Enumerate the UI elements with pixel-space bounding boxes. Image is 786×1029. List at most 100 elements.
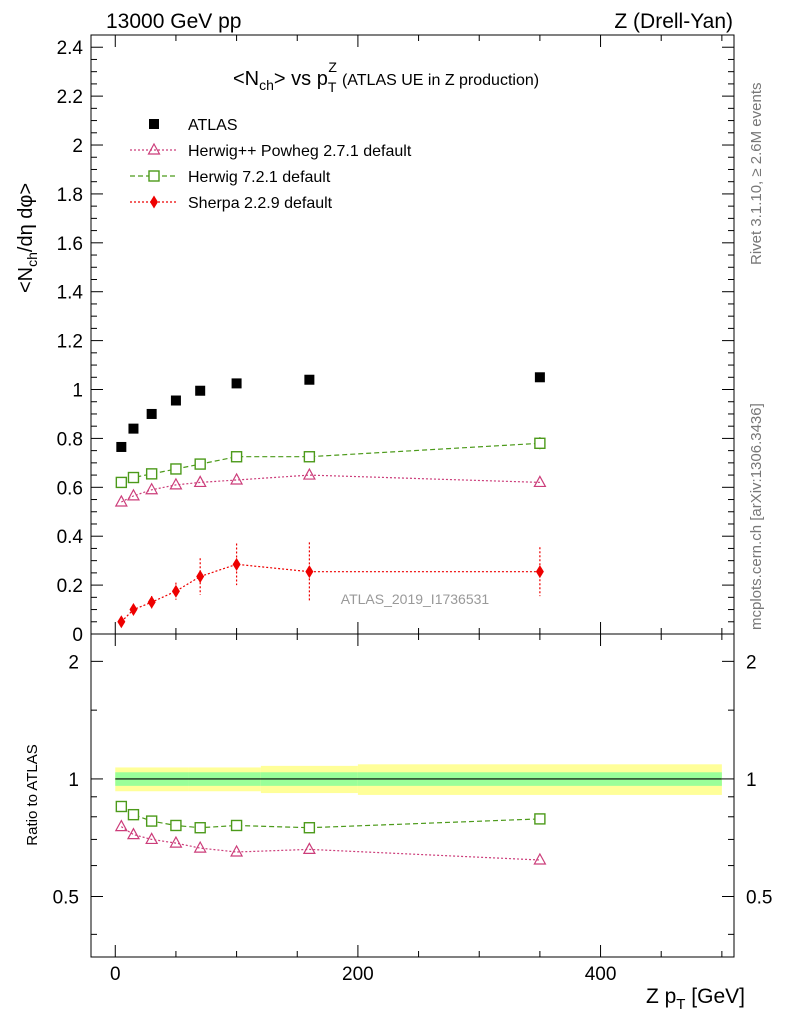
watermark: ATLAS_2019_I1736531 bbox=[341, 591, 490, 607]
series-0-point bbox=[170, 395, 181, 406]
ratio-ylabel: Ratio to ATLAS bbox=[24, 744, 41, 845]
series-1-point bbox=[534, 813, 546, 825]
legend-label: Sherpa 2.2.9 default bbox=[188, 195, 333, 212]
legend-label: Herwig++ Powheg 2.7.1 default bbox=[188, 143, 412, 160]
title-part-3: (ATLAS UE in Z production) bbox=[342, 72, 539, 89]
y-tick-label: 0.4 bbox=[57, 527, 84, 548]
series-2-point bbox=[115, 476, 128, 489]
series-0-point bbox=[302, 842, 316, 855]
ratio-y-tick-label-right: 2 bbox=[746, 652, 757, 673]
series-2-point bbox=[145, 468, 158, 480]
main-plot: 0 0.2 0.4 0.6 0.8 1 1.2 1.4 1.6 1.8 2 2.2 2.4 ATLAS_… bbox=[15, 34, 735, 646]
series-0-point bbox=[304, 374, 315, 385]
series-1-point bbox=[115, 800, 128, 813]
title-part-2: > vs p bbox=[274, 68, 328, 90]
ratio-y-tick-label: 0.5 bbox=[53, 888, 79, 909]
series-2-line bbox=[121, 442, 540, 483]
y-tick-label: 2.2 bbox=[57, 87, 83, 108]
x-tick-label: 200 bbox=[342, 964, 374, 985]
series-0-point bbox=[145, 832, 159, 845]
y-tick-label: 0 bbox=[72, 625, 83, 646]
series-0-point bbox=[193, 840, 207, 853]
title-sub-1: ch bbox=[259, 77, 274, 93]
legend-marker bbox=[147, 142, 161, 155]
xlabel-part-2: [GeV] bbox=[685, 985, 745, 1008]
ratio-y-tick-label-right: 1 bbox=[746, 770, 757, 791]
y-tick-label: 1.8 bbox=[57, 185, 83, 206]
series-1-point bbox=[193, 475, 207, 488]
series-1-point bbox=[114, 494, 128, 507]
series-1-point bbox=[145, 815, 158, 827]
legend-marker bbox=[148, 170, 160, 182]
y-tick-label: 0.8 bbox=[57, 429, 83, 450]
series-2-point bbox=[534, 437, 546, 449]
header-right: Z (Drell-Yan) bbox=[614, 10, 733, 33]
y-tick-label: 2 bbox=[72, 136, 83, 157]
title-part-1: <N bbox=[233, 68, 259, 90]
series-1-point bbox=[533, 475, 547, 488]
series-1-point bbox=[230, 819, 243, 832]
series-1-point bbox=[127, 808, 140, 821]
series-0-point bbox=[231, 378, 242, 389]
ylabel-sub: ch bbox=[24, 252, 40, 267]
rivet-label: Rivet 3.1.10, ≥ 2.6M events bbox=[748, 83, 765, 266]
series-0-point bbox=[195, 385, 206, 396]
y-tick-label: 1.6 bbox=[57, 234, 83, 255]
series-1-point bbox=[169, 477, 183, 490]
ratio-y-tick-label-right: 0.5 bbox=[746, 888, 772, 909]
ratio-xlabel: Z pT [GeV] bbox=[646, 985, 745, 1013]
series-1-point bbox=[194, 822, 206, 834]
series-1-line bbox=[120, 806, 540, 829]
xlabel-part-1: Z p bbox=[646, 985, 676, 1008]
series-1-point bbox=[302, 467, 316, 480]
main-ylabel: <Nch/dη dφ> bbox=[15, 183, 40, 293]
series-0-point bbox=[146, 408, 157, 419]
series-1-point bbox=[145, 482, 159, 495]
series-3-point bbox=[535, 565, 544, 579]
series-1-line bbox=[121, 474, 540, 503]
title-sub-2: T bbox=[328, 79, 337, 95]
series-2-point bbox=[194, 458, 206, 470]
legend-label: Herwig 7.2.1 default bbox=[188, 169, 331, 186]
series-0-point bbox=[126, 827, 140, 840]
series-1-point bbox=[170, 819, 182, 832]
series-3-point bbox=[232, 557, 241, 571]
series-1-point bbox=[230, 472, 244, 485]
x-tick-label: 400 bbox=[585, 964, 617, 985]
series-3-point bbox=[129, 603, 138, 617]
ratio-y-tick-label: 1 bbox=[68, 770, 79, 791]
ylabel-part-1: <N bbox=[15, 267, 37, 293]
series-0-point bbox=[128, 423, 139, 434]
header-left: 13000 GeV pp bbox=[106, 10, 241, 33]
ratio-plot-frame bbox=[90, 633, 735, 958]
series-3-point bbox=[305, 565, 314, 579]
series-2-point bbox=[127, 471, 140, 484]
series-1-point bbox=[126, 488, 140, 501]
series-3-point bbox=[117, 615, 126, 629]
series-2-point bbox=[170, 463, 182, 475]
legend-marker bbox=[149, 119, 159, 129]
series-0-point bbox=[114, 819, 128, 832]
y-tick-label: 0.6 bbox=[57, 478, 83, 499]
series-3-point bbox=[147, 595, 156, 609]
series-1-point bbox=[303, 822, 316, 834]
legend-label: ATLAS bbox=[188, 117, 238, 134]
series-0-point bbox=[169, 835, 183, 848]
series-0-point bbox=[116, 441, 127, 452]
legend-marker bbox=[150, 195, 158, 209]
y-tick-label: 1 bbox=[72, 381, 83, 402]
xlabel-sub: T bbox=[676, 996, 685, 1013]
series-2-point bbox=[230, 451, 243, 463]
y-tick-label: 0.2 bbox=[57, 576, 83, 597]
y-tick-label: 2.4 bbox=[57, 38, 84, 59]
series-2-point bbox=[303, 451, 316, 463]
ratio-y-tick-label: 2 bbox=[68, 652, 79, 673]
ylabel-part-2: /dη dφ> bbox=[15, 183, 37, 252]
series-0-point bbox=[533, 852, 547, 865]
series-0-line bbox=[120, 826, 540, 861]
series-3-point bbox=[171, 584, 180, 598]
series-3-point bbox=[196, 570, 205, 584]
legend: ATLAS Herwig++ Powheg 2.7.1 default Herwig… bbox=[130, 117, 412, 212]
x-tick-label: 0 bbox=[110, 964, 121, 985]
